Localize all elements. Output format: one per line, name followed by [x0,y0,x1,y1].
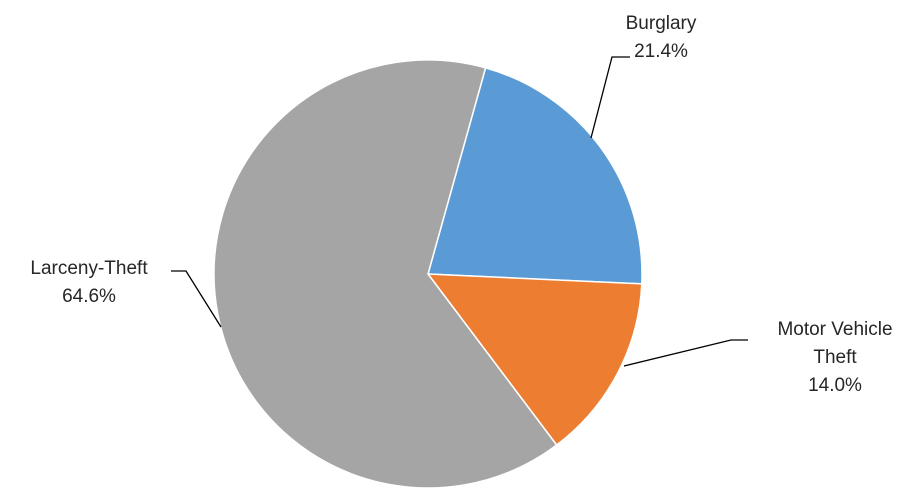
leader-lines [171,56,748,367]
pie-slice-burglary [427,66,643,285]
data-label-motor-vehicle-theft-name-line2: Theft [813,347,857,368]
data-labels: Burglary 21.4% Motor Vehicle Theft 14.0%… [30,13,892,396]
data-label-larceny-theft-name: Larceny-Theft [30,258,148,279]
leader-line-burglary [590,56,630,139]
data-label-larceny-theft-percent: 64.6% [62,286,116,307]
data-label-motor-vehicle-theft-percent: 14.0% [808,375,862,396]
data-label-burglary-percent: 21.4% [634,41,688,62]
pie-slice-larceny-theft [213,59,558,489]
data-label-motor-vehicle-theft-name-line1: Motor Vehicle [777,319,892,340]
pie-slice-motor-vehicle-theft [426,273,643,447]
leader-line-larceny-theft [171,270,222,328]
data-label-burglary-name: Burglary [626,13,697,34]
pie-slices [213,59,643,489]
leader-line-motor-vehicle-theft [623,339,748,367]
